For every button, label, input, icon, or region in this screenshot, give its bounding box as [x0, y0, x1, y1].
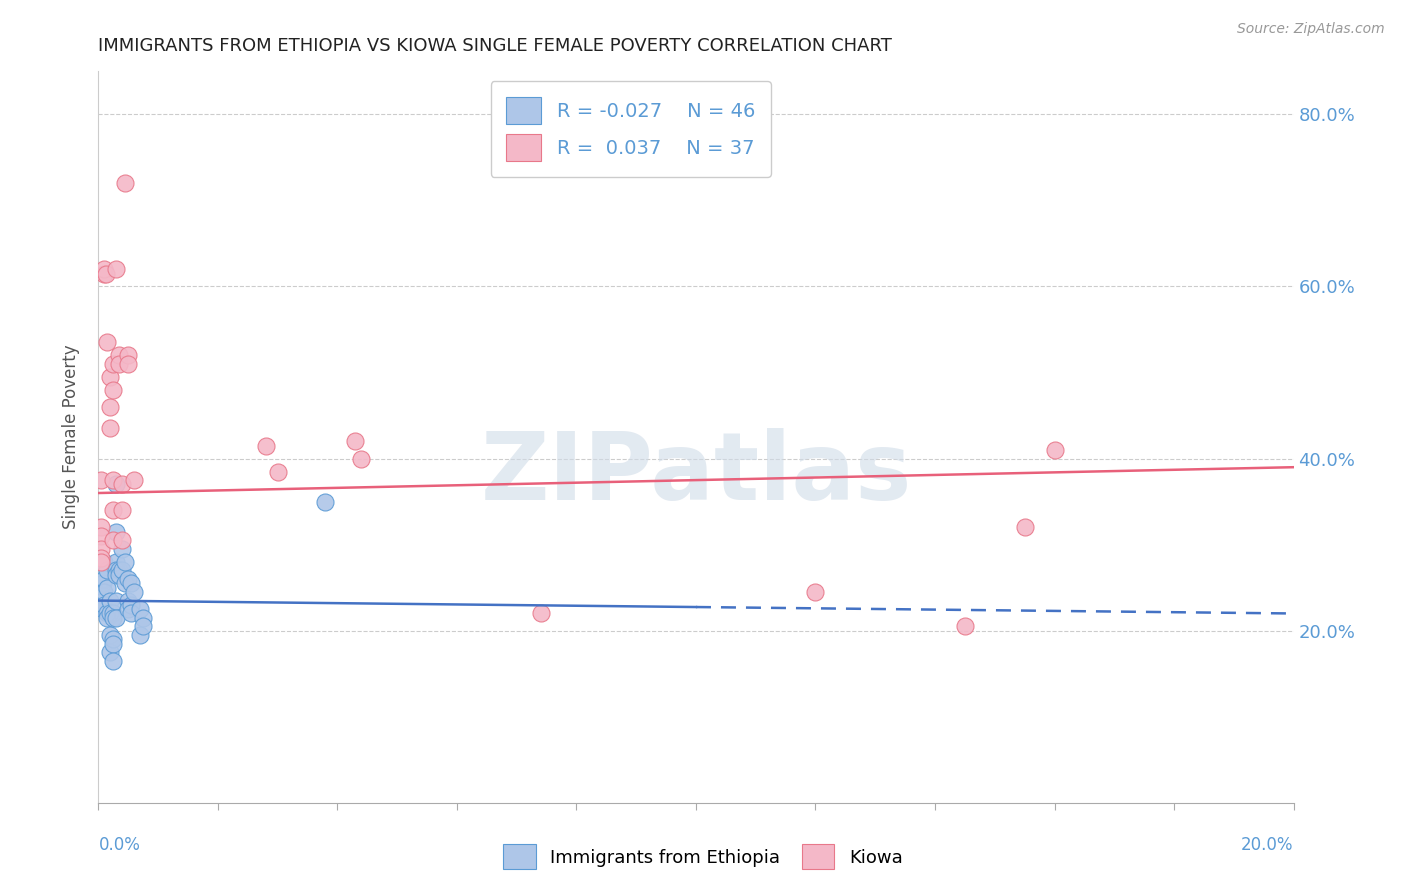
Point: [98, 645, 122, 659]
Point: [98, 628, 122, 642]
Point: [96, 611, 118, 625]
Point: [132, 619, 155, 633]
Point: [344, 434, 367, 449]
Point: [114, 555, 136, 569]
Point: [98, 369, 122, 384]
Point: [120, 607, 142, 621]
Point: [93, 572, 115, 586]
Point: [111, 503, 134, 517]
Legend: Immigrants from Ethiopia, Kiowa: Immigrants from Ethiopia, Kiowa: [495, 835, 911, 879]
Point: [105, 564, 128, 578]
Y-axis label: Single Female Poverty: Single Female Poverty: [62, 345, 80, 529]
Point: [96, 335, 118, 350]
Point: [90, 520, 112, 534]
Point: [1043, 442, 1066, 457]
Point: [111, 533, 134, 548]
Point: [96, 564, 118, 578]
Point: [98, 400, 122, 414]
Point: [114, 176, 136, 190]
Point: [91, 593, 114, 607]
Point: [124, 473, 146, 487]
Legend: R = -0.027    N = 46, R =  0.037    N = 37: R = -0.027 N = 46, R = 0.037 N = 37: [491, 81, 770, 177]
Point: [98, 607, 122, 621]
Text: Source: ZipAtlas.com: Source: ZipAtlas.com: [1237, 22, 1385, 37]
Point: [98, 421, 122, 435]
Point: [111, 477, 134, 491]
Point: [953, 619, 976, 633]
Point: [103, 632, 125, 647]
Point: [91, 602, 114, 616]
Point: [90, 555, 112, 569]
Point: [111, 541, 134, 556]
Point: [132, 611, 155, 625]
Point: [103, 533, 125, 548]
Point: [96, 607, 118, 621]
Point: [1014, 520, 1036, 534]
Point: [105, 611, 128, 625]
Point: [103, 357, 125, 371]
Point: [108, 567, 131, 582]
Point: [254, 439, 277, 453]
Text: IMMIGRANTS FROM ETHIOPIA VS KIOWA SINGLE FEMALE POVERTY CORRELATION CHART: IMMIGRANTS FROM ETHIOPIA VS KIOWA SINGLE…: [98, 37, 893, 54]
Point: [103, 503, 125, 517]
Point: [90, 541, 112, 556]
Point: [117, 572, 139, 586]
Point: [93, 267, 115, 281]
Point: [350, 451, 373, 466]
Point: [117, 357, 139, 371]
Point: [93, 585, 115, 599]
Point: [90, 529, 112, 543]
Point: [98, 593, 122, 607]
Point: [105, 567, 128, 582]
Point: [315, 494, 337, 508]
Point: [105, 524, 128, 539]
Point: [108, 357, 131, 371]
Point: [804, 585, 827, 599]
Text: ZIPatlas: ZIPatlas: [481, 427, 911, 520]
Point: [120, 598, 142, 612]
Point: [108, 564, 131, 578]
Point: [105, 477, 128, 491]
Point: [108, 348, 131, 362]
Point: [91, 576, 114, 591]
Point: [103, 607, 125, 621]
Point: [129, 602, 152, 616]
Point: [120, 576, 142, 591]
Point: [90, 550, 112, 565]
Point: [117, 602, 139, 616]
Point: [111, 564, 134, 578]
Point: [530, 607, 553, 621]
Point: [103, 637, 125, 651]
Point: [114, 576, 136, 591]
Point: [93, 555, 115, 569]
Point: [117, 348, 139, 362]
Text: 20.0%: 20.0%: [1241, 836, 1294, 854]
Point: [96, 581, 118, 595]
Point: [90, 473, 112, 487]
Point: [129, 628, 152, 642]
Point: [105, 555, 128, 569]
Text: 0.0%: 0.0%: [98, 836, 141, 854]
Point: [105, 262, 128, 277]
Point: [96, 267, 118, 281]
Point: [103, 473, 125, 487]
Point: [103, 654, 125, 668]
Point: [124, 585, 146, 599]
Point: [91, 585, 114, 599]
Point: [117, 593, 139, 607]
Point: [93, 262, 115, 277]
Point: [103, 383, 125, 397]
Point: [93, 598, 115, 612]
Point: [103, 611, 125, 625]
Point: [267, 465, 290, 479]
Point: [105, 593, 128, 607]
